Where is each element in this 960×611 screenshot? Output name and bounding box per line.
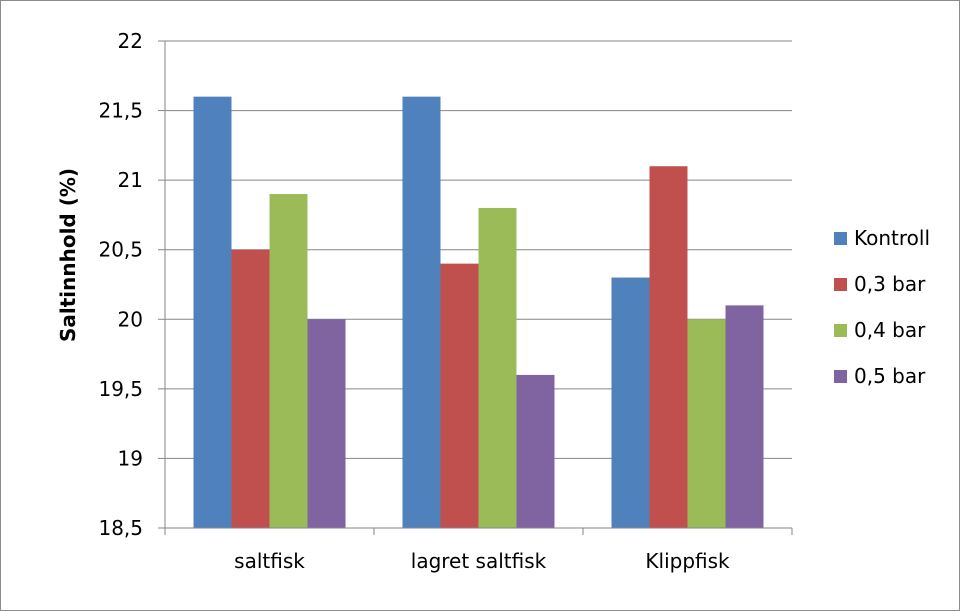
category-labels: saltfisk lagret saltfisk Klippfisk [234,549,730,573]
bar [516,374,555,528]
bar [440,263,479,528]
y-tick-label: 22 [118,29,143,53]
legend-entry: Kontroll [854,226,930,250]
bars [193,96,764,529]
legend-entry: 0,5 bar [854,364,926,388]
y-tick-label: 18,5 [98,516,143,540]
y-tick-label: 19 [118,446,143,470]
y-tick-label: 20,5 [98,238,143,262]
legend-entry: 0,4 bar [854,318,926,342]
bar [687,319,726,528]
category-label: lagret saltfisk [411,549,547,573]
legend-swatch [834,278,847,291]
legend-swatch [834,232,847,245]
bar [402,96,441,529]
legend-swatch [834,370,847,383]
bar [231,249,270,528]
y-tick-label: 21 [118,168,143,192]
category-label: Klippfisk [645,549,730,573]
bar [611,277,650,528]
bar [725,305,764,528]
y-tick-labels: 18,5 19 19,5 20 20,5 21 21,5 22 [98,29,143,540]
bar [269,194,308,529]
y-tick-label: 20 [118,307,143,331]
bar [478,207,517,528]
y-tick-label: 19,5 [98,377,143,401]
category-label: saltfisk [234,549,305,573]
legend-entry: 0,3 bar [854,272,926,296]
axes [164,41,793,535]
y-tick-label: 21,5 [98,99,143,123]
bar [193,96,232,529]
bar [649,166,688,528]
bar [307,319,346,528]
legend-swatch [834,324,847,337]
legend: Kontroll 0,3 bar 0,4 bar 0,5 bar [834,226,930,388]
y-axis-title: Saltinnhold (%) [56,168,80,342]
